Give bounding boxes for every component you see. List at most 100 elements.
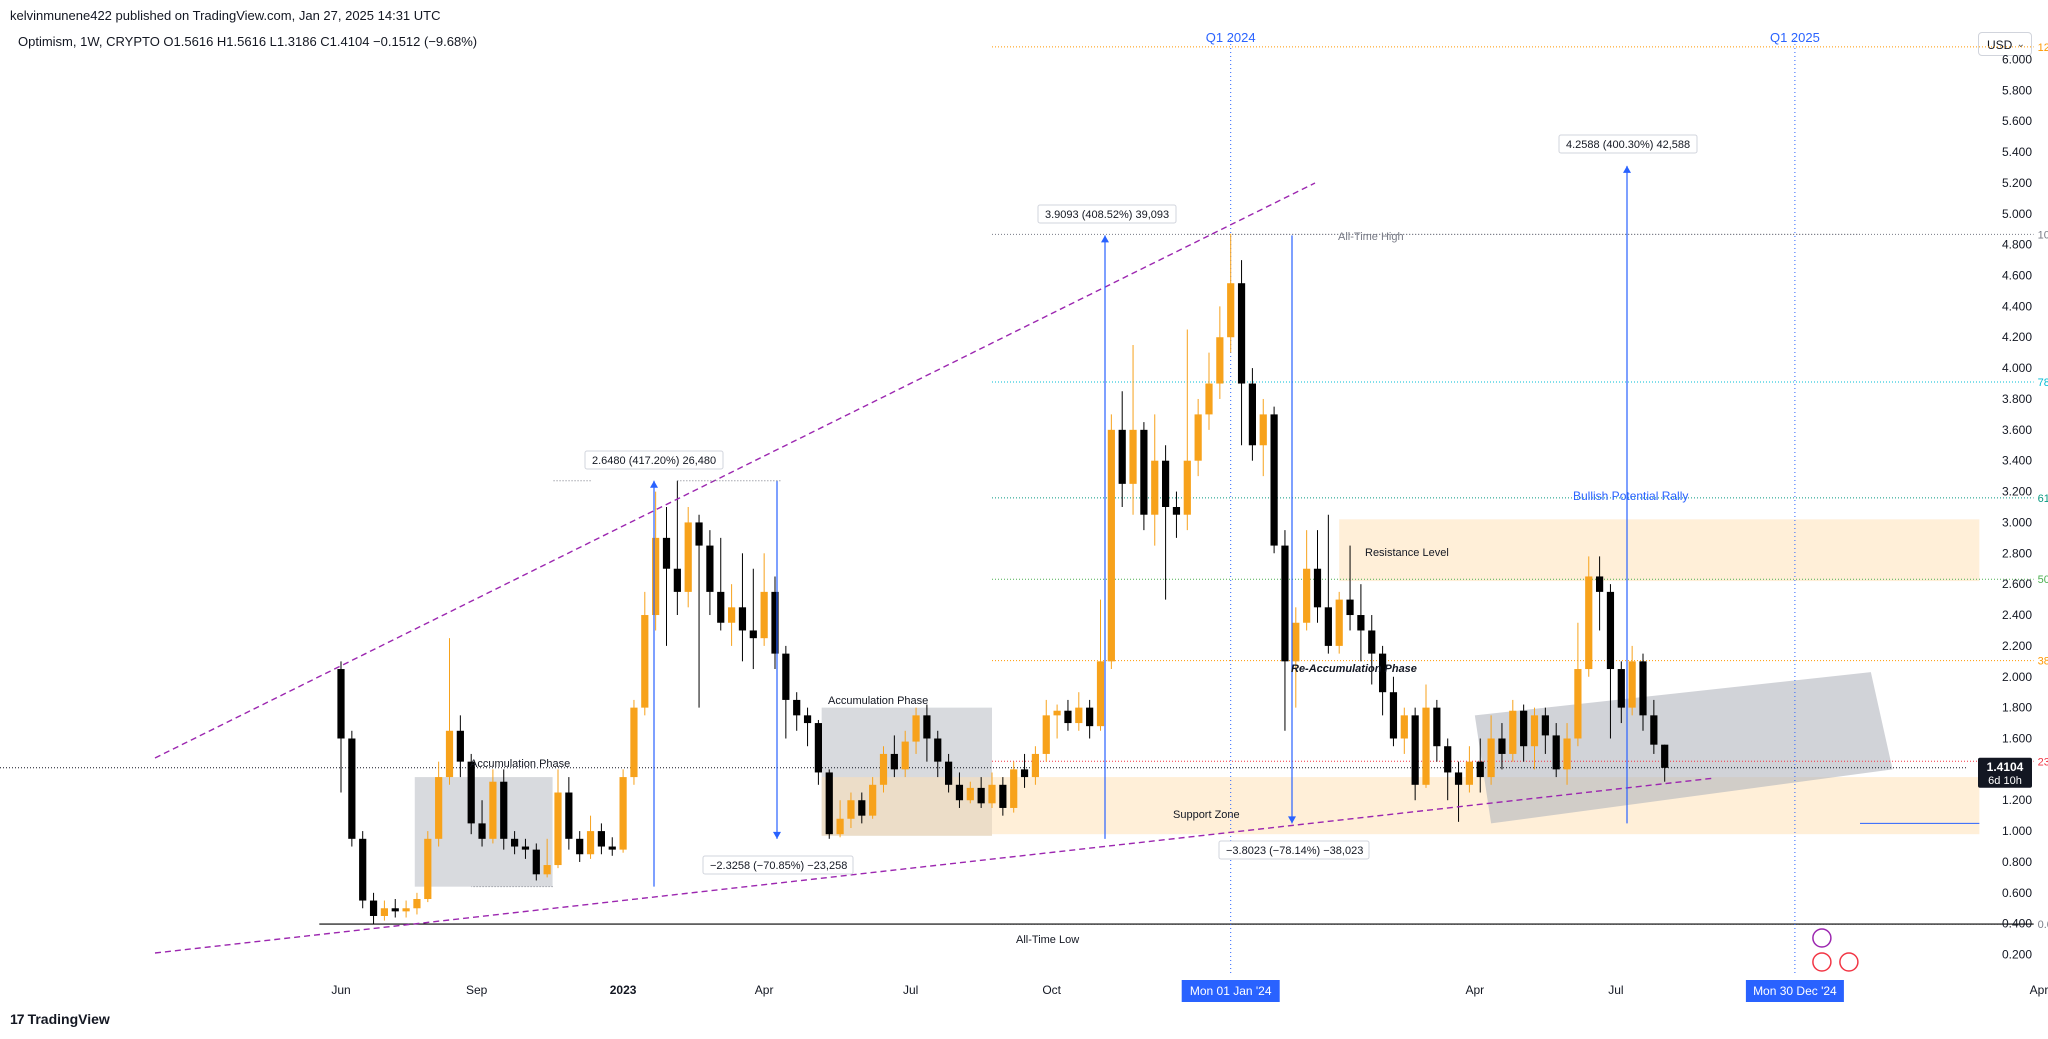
quarter-label-1: Q1 2025 — [1770, 30, 1820, 45]
y-tick-11: 2.400 — [2002, 608, 2032, 622]
fib-label-4: 61.80% (3.1592) — [2038, 493, 2048, 505]
candle-body-26 — [619, 777, 627, 850]
candle-body-122 — [1661, 744, 1669, 768]
y-tick-0: 0.200 — [2002, 948, 2032, 962]
candle-body-60 — [988, 784, 996, 804]
candle-body-84 — [1248, 383, 1256, 446]
candle-body-2 — [359, 838, 367, 901]
candle-body-87 — [1281, 545, 1289, 662]
measure-arrow-2-head — [773, 831, 781, 839]
brand-name: TradingView — [27, 1011, 110, 1027]
x-tick-9: Apr — [2030, 983, 2048, 997]
y-tick-13: 2.800 — [2002, 546, 2032, 560]
candle-body-99 — [1411, 715, 1419, 785]
candle-body-27 — [630, 707, 638, 778]
annotation-accumulation-phase-2: Accumulation Phase — [828, 695, 928, 707]
candle-body-81 — [1216, 337, 1224, 384]
candle-body-18 — [532, 849, 540, 875]
zone-support-left — [821, 777, 992, 836]
candle-body-8 — [424, 838, 432, 900]
y-tick-14: 3.000 — [2002, 515, 2032, 529]
channel-upper-line — [154, 182, 1316, 759]
candle-body-39 — [760, 591, 768, 639]
candles-layer — [337, 233, 1669, 924]
candle-body-54 — [923, 715, 931, 739]
candle-body-52 — [901, 741, 909, 770]
y-tick-22: 4.600 — [2002, 269, 2032, 283]
candle-body-16 — [511, 838, 519, 847]
candle-body-24 — [597, 831, 605, 847]
y-tick-25: 5.200 — [2002, 176, 2032, 190]
y-tick-24: 5.000 — [2002, 207, 2032, 221]
candle-body-107 — [1498, 738, 1506, 754]
candle-body-80 — [1205, 383, 1213, 415]
candle-body-37 — [738, 607, 747, 631]
chevron-down-icon: ⌄ — [2016, 39, 2025, 50]
candle-body-75 — [1151, 460, 1159, 515]
candle-body-40 — [771, 591, 779, 654]
candle-body-28 — [641, 615, 649, 708]
y-tick-28: 5.800 — [2002, 83, 2032, 97]
candle-body-23 — [586, 831, 595, 855]
candle-body-25 — [608, 846, 616, 850]
candle-body-22 — [576, 838, 584, 855]
annotation-all-time-high: All-Time High — [1338, 231, 1404, 243]
candle-body-7 — [413, 899, 421, 909]
y-tick-1: 0.400 — [2002, 917, 2032, 931]
candle-body-21 — [565, 792, 573, 839]
candle-body-14 — [489, 781, 497, 839]
candle-body-55 — [934, 738, 942, 762]
x-tick-1: Sep — [466, 983, 488, 997]
y-tick-7: 1.600 — [2002, 732, 2032, 746]
candle-body-48 — [858, 800, 866, 816]
currency-dropdown[interactable]: USD ⌄ — [1978, 32, 2032, 56]
candle-body-102 — [1444, 746, 1452, 773]
y-tick-23: 4.800 — [2002, 238, 2032, 252]
candle-body-78 — [1183, 460, 1191, 515]
candle-body-58 — [966, 787, 974, 801]
candle-body-13 — [478, 823, 486, 839]
measure-label-1: 2.6480 (417.20%) 26,480 — [592, 455, 716, 467]
candle-body-31 — [673, 568, 681, 592]
currency-label: USD — [1987, 38, 2013, 52]
y-tick-15: 3.200 — [2002, 485, 2032, 499]
fib-label-3: 50.00% (2.6319) — [2038, 574, 2048, 586]
annotation-resistance-level: Resistance Level — [1365, 547, 1449, 559]
measure-label-box-5 — [1558, 134, 1698, 154]
candle-body-29 — [652, 537, 660, 616]
candle-body-38 — [749, 630, 757, 639]
candle-body-111 — [1541, 715, 1549, 736]
candle-body-101 — [1433, 707, 1441, 747]
countdown-label: 6d 10h — [1988, 775, 2022, 787]
zone-resistance — [1339, 519, 1980, 582]
candle-body-92 — [1335, 599, 1343, 646]
x-tick-7: Jul — [1608, 983, 1623, 997]
y-tick-17: 3.600 — [2002, 423, 2032, 437]
fib-label-5: 78.60% (3.9099) — [2038, 377, 2048, 389]
measure-label-box-1 — [584, 450, 724, 470]
current-price-label: 1.4104 — [1987, 760, 2024, 774]
candle-body-100 — [1422, 707, 1430, 785]
y-tick-2: 0.600 — [2002, 886, 2032, 900]
measure-label-box-4 — [1218, 840, 1370, 860]
x-tick-6: Apr — [1465, 983, 1484, 997]
candle-body-4 — [380, 908, 388, 916]
candle-body-51 — [890, 753, 898, 770]
x-highlight-box-0 — [1181, 980, 1280, 1002]
drawings-layer — [154, 165, 1980, 954]
y-tick-27: 5.600 — [2002, 114, 2032, 128]
candle-body-121 — [1650, 715, 1658, 745]
candle-body-88 — [1292, 622, 1300, 662]
candle-body-50 — [879, 753, 888, 785]
measure-label-4: −3.8023 (−78.14%) −38,023 — [1226, 845, 1363, 857]
tradingview-logo[interactable]: 17 TradingView — [10, 1011, 110, 1027]
x-highlight-label-1: Mon 30 Dec '24 — [1753, 984, 1837, 998]
candle-body-53 — [912, 715, 920, 742]
publisher-line: kelvinmunene422 published on TradingView… — [10, 8, 441, 23]
candle-body-17 — [521, 846, 530, 850]
candle-body-15 — [500, 781, 508, 839]
candle-body-71 — [1107, 429, 1115, 662]
candle-body-34 — [706, 545, 714, 592]
